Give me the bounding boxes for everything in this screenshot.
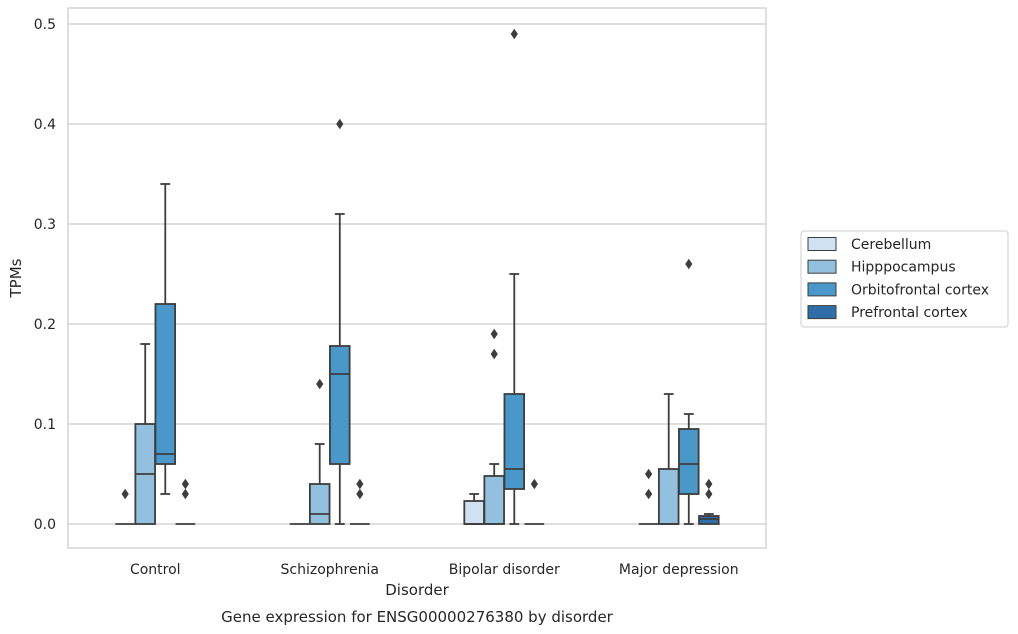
box-group [638,258,720,525]
box [524,478,545,525]
outlier [336,118,344,130]
y-tick-label: 0.5 [34,17,56,33]
outlier [490,328,498,340]
box-group [289,118,370,525]
box-body [657,468,680,525]
box [115,488,135,525]
box-groups [115,28,720,525]
box [308,378,331,525]
legend-frame [800,230,1009,328]
outlier [181,478,189,490]
box [134,343,156,525]
plot-frame [67,7,767,549]
box [483,328,505,525]
x-tick-label: Major depression [619,562,739,578]
outlier [316,378,324,390]
box-body [154,303,177,465]
legend-swatch [807,259,837,274]
chart-caption: Gene expression for ENSG00000276380 by d… [221,608,614,626]
outlier [645,468,653,480]
legend-label: Hipppocampus [851,260,956,276]
box-group [115,183,196,525]
box [154,183,177,495]
x-axis-label: Disorder [385,581,449,599]
box-body [463,500,485,525]
outlier [181,488,189,500]
y-tick-label: 0.0 [34,517,56,533]
box [638,468,659,525]
outlier [356,478,364,490]
outlier [530,478,538,490]
outlier [645,488,653,500]
box [698,478,720,525]
legend-swatch [807,305,837,320]
outlier [705,478,713,490]
box [175,478,196,525]
outlier [705,488,713,500]
box-body [483,475,505,525]
x-tick-labels: Control Schizophrenia Bipolar disorder Majo… [130,562,739,578]
y-tick-label: 0.3 [34,217,56,233]
outlier [510,28,518,40]
legend-label: Prefrontal cortex [851,305,968,321]
box [503,28,526,525]
y-tick-labels: 0.0 0.1 0.2 0.3 0.4 0.5 [34,17,56,533]
legend-label: Cerebellum [851,237,931,253]
box-body [503,393,526,490]
plot-background [68,8,766,548]
legend-swatch [807,282,837,297]
box [329,118,351,525]
box-body [698,515,720,525]
y-tick-label: 0.4 [34,117,56,133]
box-body [329,345,351,465]
legend-swatch [807,237,837,251]
legend-label: Orbitofrontal cortex [851,282,989,298]
box [350,478,370,525]
x-tick-label: Schizophrenia [281,562,379,578]
box-body [678,428,700,495]
y-tick-label: 0.2 [34,317,56,333]
box-group [463,28,545,525]
y-tick-label: 0.1 [34,417,56,433]
box-body [308,483,331,525]
outlier [490,348,498,360]
outlier [356,488,364,500]
box [657,393,680,525]
x-tick-label: Bipolar disorder [449,562,560,578]
outlier [121,488,129,500]
box [678,258,700,525]
outlier [685,258,693,270]
legend: Cerebellum Hipppocampus Orbitofrontal cort… [800,230,1009,328]
y-axis-label: TPMs [7,258,25,298]
x-tick-label: Control [130,562,181,578]
